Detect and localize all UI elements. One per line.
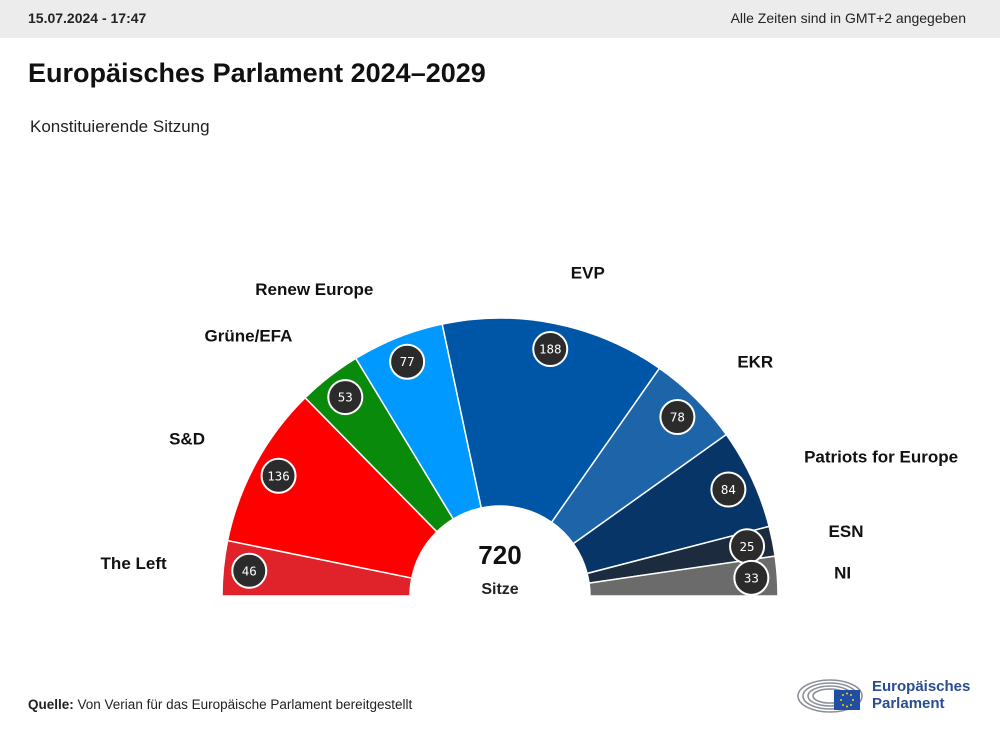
party-label-evp: EVP: [571, 264, 605, 283]
seat-badge-patriots-for-europe: 84: [710, 471, 747, 508]
logo-wordmark: Europäisches Parlament: [872, 678, 971, 712]
seat-badge-the-left: 46: [231, 552, 268, 589]
timestamp: 15.07.2024 - 17:47: [28, 10, 147, 26]
seat-badge-s-d: 136: [260, 457, 297, 494]
party-label-gr-ne-efa: Grüne/EFA: [205, 327, 293, 346]
page-title: Europäisches Parlament 2024–2029: [28, 58, 486, 88]
seat-badge-circle: [532, 331, 569, 368]
seat-count-esn: 25: [740, 539, 755, 554]
source-note: Quelle: Von Verian für das Europäische P…: [28, 697, 412, 712]
timezone-note: Alle Zeiten sind in GMT+2 angegeben: [730, 10, 966, 26]
party-label-renew-europe: Renew Europe: [255, 280, 373, 299]
slice-ni: [588, 555, 779, 597]
seat-badge-circle: [389, 343, 426, 380]
seat-badge-gr-ne-efa: 53: [327, 379, 364, 416]
seat-count-gr-ne-efa: 53: [338, 390, 353, 405]
seat-badge-renew-europe: 77: [389, 343, 426, 380]
total-seats-label: Sitze: [481, 581, 518, 598]
seat-badge-circle: [327, 379, 364, 416]
seat-badge-ni: 33: [733, 559, 770, 596]
seat-badge-circle: [710, 471, 747, 508]
seat-count-ekr: 78: [670, 410, 685, 425]
seat-count-patriots-for-europe: 84: [721, 482, 736, 497]
seat-badge-circle: [231, 552, 268, 589]
party-label-the-left: The Left: [101, 554, 167, 573]
party-label-patriots-for-europe: Patriots for Europe: [804, 448, 958, 467]
party-label-ni: NI: [834, 563, 851, 582]
seat-count-renew-europe: 77: [400, 354, 415, 369]
party-label-esn: ESN: [829, 522, 864, 541]
slice-evp: [441, 317, 661, 524]
total-seats-value: 720: [478, 540, 521, 570]
page-subtitle: Konstituierende Sitzung: [30, 117, 210, 136]
seat-badge-esn: 25: [729, 528, 766, 565]
slice-s-d: [226, 396, 438, 579]
source-text: Von Verian für das Europäische Parlament…: [73, 697, 413, 712]
seat-count-ni: 33: [744, 570, 759, 585]
top-bar: 15.07.2024 - 17:47 Alle Zeiten sind in G…: [0, 0, 1000, 38]
parliament-logo-icon: [797, 679, 863, 713]
seat-count-the-left: 46: [242, 563, 257, 578]
seat-badge-circle: [260, 457, 297, 494]
seat-badge-ekr: 78: [659, 399, 696, 436]
party-label-ekr: EKR: [737, 353, 773, 372]
seat-count-s-d: 136: [267, 468, 290, 483]
seat-badge-circle: [733, 559, 770, 596]
seat-badge-circle: [659, 399, 696, 436]
source-label: Quelle:: [28, 697, 74, 712]
ep-logo: Europäisches Parlament: [796, 674, 986, 718]
seat-count-evp: 188: [539, 342, 562, 357]
party-label-s-d: S&D: [169, 430, 205, 449]
seat-badge-evp: 188: [532, 331, 569, 368]
